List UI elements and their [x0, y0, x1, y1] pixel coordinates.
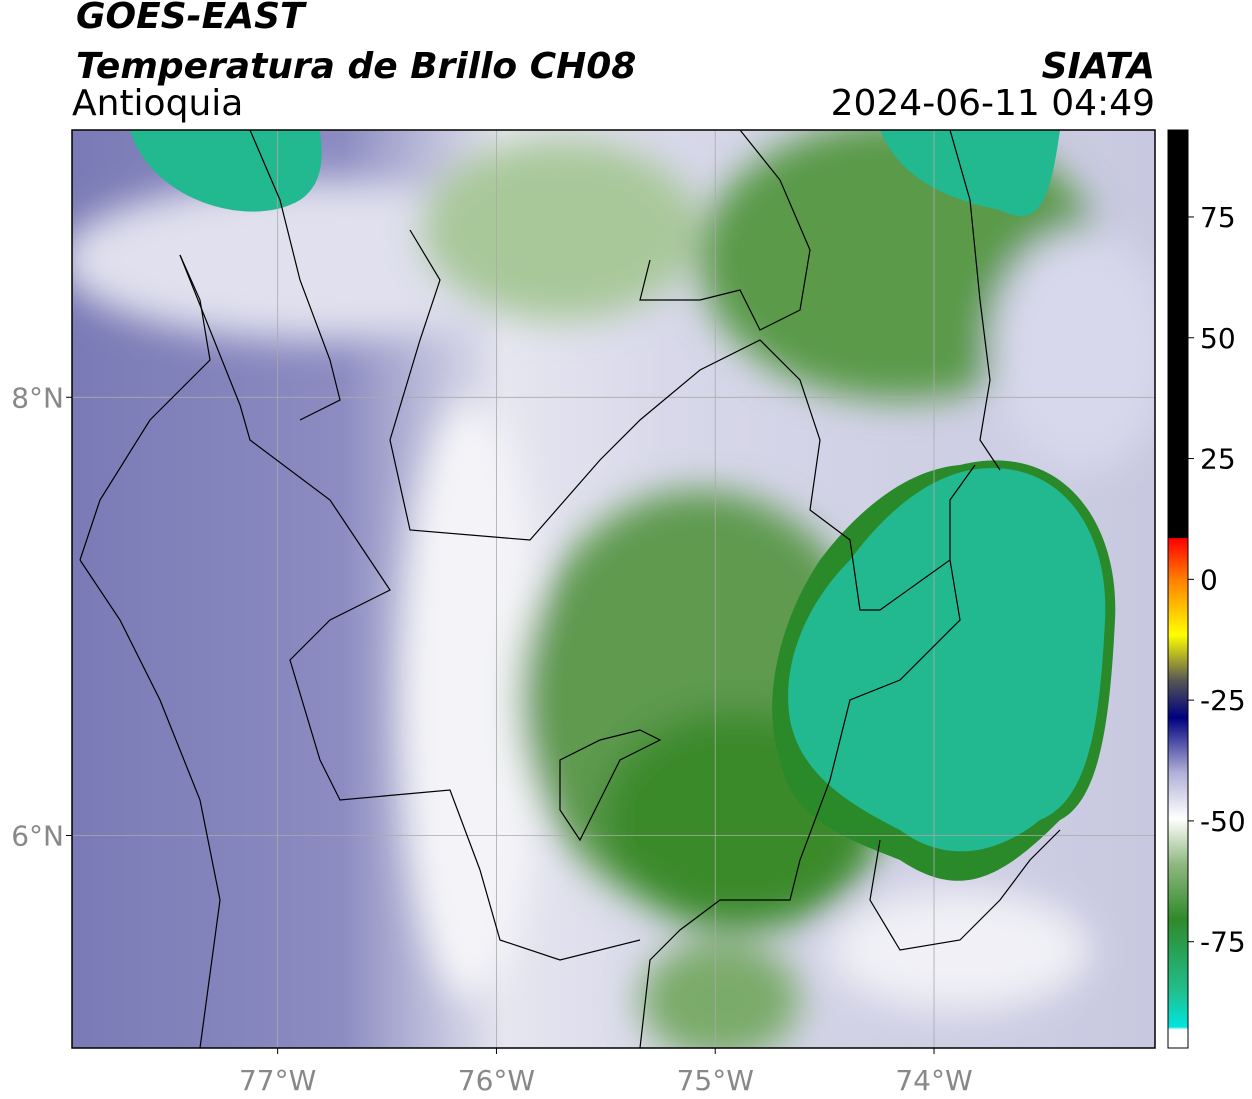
colorbar-tick-label: 75	[1200, 201, 1236, 234]
x-tick-label: 76°W	[458, 1064, 535, 1097]
y-tick-label: 6°N	[11, 819, 64, 852]
colorbar-tick-label: 25	[1200, 443, 1236, 476]
colorbar	[1167, 129, 1189, 1049]
title: GOES-EAST	[76, 0, 307, 37]
x-tick-label: 74°W	[895, 1064, 972, 1097]
region: Antioquia	[72, 83, 243, 124]
graticule	[72, 130, 1155, 1048]
subtitle: Temperatura de Brillo CH08	[76, 46, 636, 87]
colorbar-tick-label: -25	[1200, 684, 1246, 717]
colorbar-tick-label: 0	[1200, 563, 1218, 596]
borders	[79, 130, 1061, 1048]
x-tick-label: 75°W	[677, 1064, 754, 1097]
timestamp: 2024-06-11 04:49	[831, 83, 1155, 124]
colorbar-tick-label: -50	[1200, 805, 1246, 838]
source: SIATA	[1042, 46, 1155, 87]
y-tick-label: 8°N	[11, 381, 64, 414]
colorbar-tick-label: 50	[1200, 322, 1236, 355]
x-tick-label: 77°W	[239, 1064, 316, 1097]
satellite-image	[72, 130, 1155, 1048]
map-frame	[71, 129, 1156, 1049]
colorbar-tick-label: -75	[1200, 926, 1246, 959]
